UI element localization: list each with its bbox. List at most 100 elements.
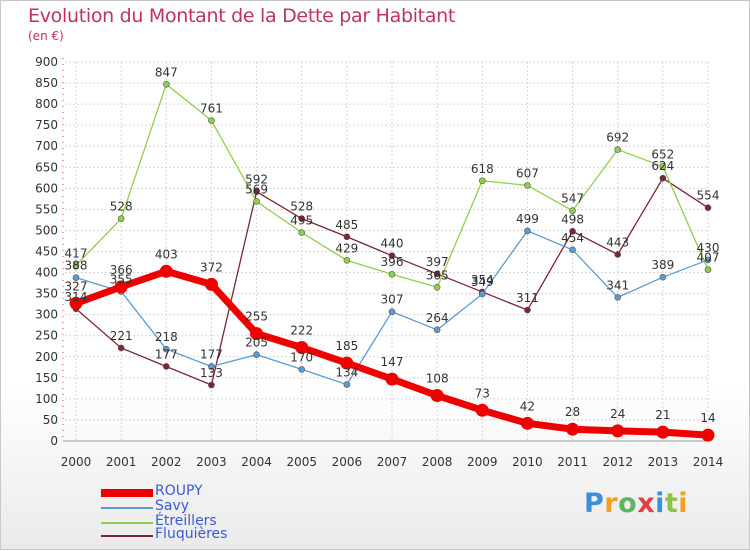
point-etreillers-2007 [388,270,396,278]
data-label-fluquieres-2003: 133 [200,366,223,380]
x-tick-label-2012: 2012 [602,455,633,469]
data-label-roupy-2006: 185 [335,339,358,353]
y-tick-label-4: 200 [35,350,58,364]
data-label-savy-2009: 349 [471,275,494,289]
point-etreillers-2002 [162,81,170,88]
logo-letter: i [678,488,689,519]
data-label-etreillers-2000: 417 [65,246,88,260]
point-roupy-2002 [159,264,173,278]
point-roupy-2007 [385,372,399,386]
legend-item-savy: Savy [101,498,301,514]
data-label-etreillers-2010: 607 [516,166,539,180]
point-etreillers-2009 [478,177,486,185]
x-tick-label-2003: 2003 [196,455,227,469]
point-etreillers-2008 [433,283,441,291]
point-fluquieres-2014 [704,204,712,212]
x-tick-label-2002: 2002 [151,455,182,469]
point-savy-2014 [704,256,712,264]
point-etreillers-2005 [298,229,306,236]
y-tick-label-6: 300 [35,308,58,322]
point-fluquieres-2012 [614,251,622,258]
point-savy-2006 [343,381,351,388]
data-label-etreillers-2005: 495 [290,214,313,228]
y-tick-label-14: 700 [35,139,58,153]
legend-item-etreillers: Étreillers [101,513,301,529]
y-tick-label-15: 750 [35,118,58,132]
data-label-fluquieres-2006: 485 [335,218,358,232]
data-label-savy-2000: 388 [65,259,88,273]
y-tick-label-16: 800 [35,97,58,111]
data-label-savy-2002: 218 [155,330,178,344]
point-etreillers-2000 [72,262,80,269]
point-etreillers-2004 [253,198,260,205]
point-savy-2010 [524,227,531,235]
data-label-savy-2003: 177 [200,347,223,361]
point-savy-2005 [298,366,306,373]
point-fluquieres-2006 [343,233,351,241]
data-label-fluquieres-2014: 554 [697,189,720,203]
point-etreillers-2014 [704,266,712,273]
y-tick-label-9: 450 [35,245,58,259]
point-fluquieres-2010 [524,306,531,314]
legend-item-fluquieres: Fluquières [101,526,301,542]
data-label-fluquieres-2012: 443 [606,235,629,249]
data-label-etreillers-2011: 547 [561,192,584,206]
data-label-roupy-2014: 14 [700,411,715,425]
data-label-etreillers-2001: 528 [110,200,133,214]
y-tick-label-3: 150 [35,371,58,385]
point-roupy-2011 [566,422,580,436]
x-tick-label-2014: 2014 [693,455,724,469]
point-roupy-2003 [204,277,218,291]
data-label-fluquieres-2002: 177 [155,347,178,361]
point-roupy-2010 [520,416,534,430]
data-label-etreillers-2004: 569 [245,182,268,196]
x-tick-label-2011: 2011 [557,455,588,469]
y-tick-label-11: 550 [35,202,58,216]
chart-title: Evolution du Montant de la Dette par Hab… [28,5,456,27]
data-label-roupy-2003: 372 [200,260,223,274]
point-savy-2004 [253,351,260,358]
chart-subtitle: (en €) [28,29,64,43]
point-roupy-2001 [114,280,128,294]
data-label-fluquieres-2009: 354 [471,273,494,287]
point-fluquieres-2013 [659,174,667,182]
point-savy-2012 [614,294,622,301]
data-label-fluquieres-2010: 311 [516,291,539,305]
legend-swatch-fluquieres [101,535,153,537]
data-label-roupy-2007: 147 [381,355,404,369]
y-tick-label-18: 900 [35,55,58,69]
data-label-savy-2012: 341 [606,278,629,292]
point-roupy-2005 [295,341,309,355]
y-tick-label-2: 100 [35,392,58,406]
data-label-roupy-2012: 24 [610,407,625,421]
x-tick-label-2008: 2008 [422,455,453,469]
point-savy-2002 [162,345,170,353]
data-label-fluquieres-2001: 221 [110,329,133,343]
point-etreillers-2001 [117,215,125,222]
data-label-fluquieres-2011: 498 [561,212,584,226]
y-tick-label-13: 650 [35,160,58,174]
data-label-savy-2006: 134 [335,366,358,380]
point-roupy-2012 [611,424,625,438]
data-label-savy-2001: 355 [110,273,133,287]
point-fluquieres-2004 [253,188,260,196]
point-savy-2013 [659,273,667,281]
point-savy-2007 [388,308,396,316]
point-roupy-2008 [430,389,444,403]
legend-label-roupy: ROUPY [155,483,203,499]
data-label-savy-2008: 264 [426,311,449,325]
data-label-etreillers-2002: 847 [155,65,178,79]
x-tick-label-2004: 2004 [241,455,272,469]
point-etreillers-2006 [343,257,351,264]
data-label-savy-2005: 170 [290,350,313,364]
point-roupy-2006 [340,356,354,370]
data-label-roupy-2009: 73 [475,386,490,400]
point-fluquieres-2002 [162,363,170,370]
logo-letter: i [655,488,665,519]
data-label-etreillers-2006: 429 [335,241,358,255]
x-tick-label-2001: 2001 [106,455,137,469]
data-label-savy-2010: 499 [516,212,539,226]
point-roupy-2004 [250,327,264,341]
point-etreillers-2010 [524,182,531,189]
data-label-roupy-2010: 42 [520,399,535,413]
